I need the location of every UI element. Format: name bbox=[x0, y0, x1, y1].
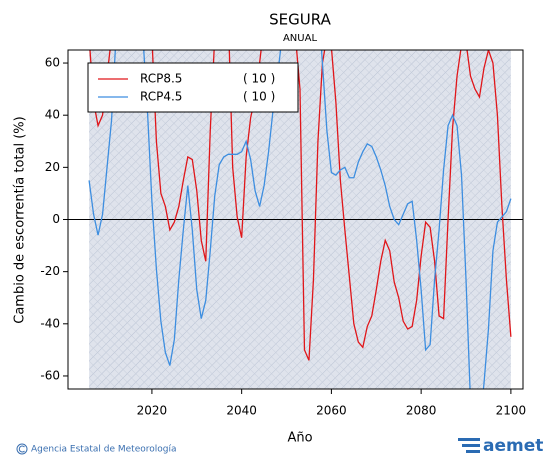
legend-box bbox=[87, 62, 299, 113]
legend-count: ( 10 ) bbox=[243, 72, 275, 86]
x-tick-label: 2100 bbox=[496, 404, 527, 418]
x-tick-label: 2060 bbox=[316, 404, 347, 418]
x-tick-label: 2080 bbox=[406, 404, 437, 418]
logo-text: aemet bbox=[483, 436, 543, 456]
logo: aemet bbox=[458, 436, 543, 456]
legend-label: RCP8.5 bbox=[140, 72, 182, 86]
legend-label: RCP4.5 bbox=[140, 90, 182, 104]
chart-subtitle: ANUAL bbox=[283, 33, 317, 44]
y-tick-label: -20 bbox=[40, 264, 60, 278]
y-tick-label: -60 bbox=[40, 368, 60, 382]
copyright-icon bbox=[18, 445, 25, 453]
y-axis-label: Cambio de escorrentía total (%) bbox=[13, 116, 28, 324]
legend-count: ( 10 ) bbox=[243, 90, 275, 104]
chart-title: SEGURA bbox=[269, 11, 331, 29]
y-tick-label: 60 bbox=[45, 56, 60, 70]
y-tick-label: 0 bbox=[52, 212, 60, 226]
y-tick-label: -40 bbox=[40, 316, 60, 330]
copyright-icon bbox=[16, 443, 28, 455]
x-tick-label: 2040 bbox=[226, 404, 257, 418]
series-line bbox=[89, 50, 512, 361]
y-tick-label: 40 bbox=[45, 108, 60, 122]
plot-frame bbox=[67, 49, 524, 390]
lines bbox=[88, 50, 512, 389]
source: Agencia Estatal de Meteorología bbox=[31, 445, 177, 455]
x-tick-label: 2020 bbox=[137, 404, 168, 418]
x-axis-label: Año bbox=[287, 431, 312, 446]
y-tick-label: 20 bbox=[45, 160, 60, 174]
series-line bbox=[88, 50, 512, 389]
